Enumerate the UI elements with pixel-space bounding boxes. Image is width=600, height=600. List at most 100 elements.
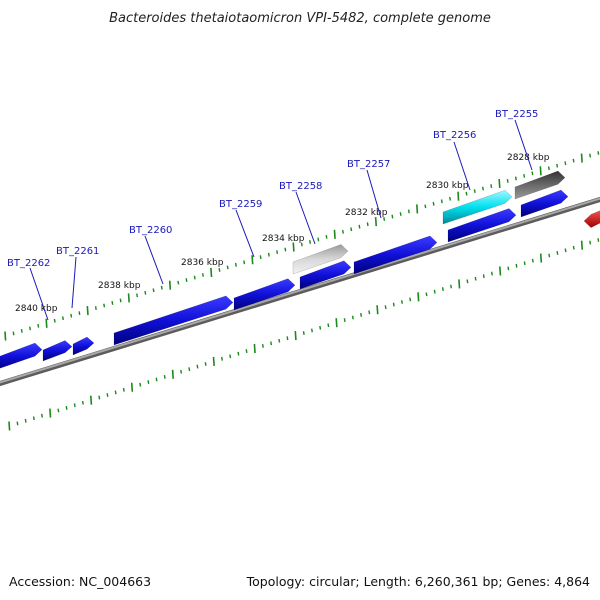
gene-feature-bt2257[interactable] — [353, 235, 438, 275]
lower-tick — [171, 369, 175, 379]
leader-bt2260 — [144, 235, 164, 285]
upper-tick — [580, 153, 583, 163]
gene-feature-bt2261[interactable] — [42, 340, 73, 362]
kbp-label-2834: 2834 kbp — [262, 234, 305, 244]
gene-label-bt2260[interactable]: BT_2260 — [129, 225, 172, 236]
backbone-highlight — [0, 197, 600, 384]
upper-tick — [243, 260, 246, 265]
gene-label-bt2261[interactable]: BT_2261 — [56, 246, 99, 257]
upper-tick — [94, 306, 97, 310]
upper-tick — [267, 252, 270, 257]
lower-tick — [392, 302, 395, 307]
upper-tick — [449, 196, 452, 201]
upper-tick — [333, 229, 336, 239]
other-feature-red[interactable] — [583, 209, 600, 228]
gene-label-bt2257[interactable]: BT_2257 — [347, 159, 390, 170]
leader-bt2261 — [71, 256, 77, 309]
upper-tick — [309, 240, 312, 244]
gene-feature-bt2260[interactable] — [113, 295, 234, 346]
upper-tick — [152, 288, 155, 293]
gene-label-bt2256[interactable]: BT_2256 — [433, 130, 476, 141]
upper-tick — [514, 176, 517, 181]
lower-tick — [539, 253, 543, 263]
upper-tick — [547, 166, 550, 171]
gene-feature-bt2261b[interactable] — [72, 336, 95, 356]
gene-label-bt2255[interactable]: BT_2255 — [495, 109, 538, 120]
lower-tick — [531, 258, 534, 263]
lower-tick — [16, 421, 19, 426]
feature-track — [0, 170, 600, 370]
upper-tick — [127, 293, 130, 303]
lower-tick — [319, 325, 322, 330]
upper-tick — [210, 267, 213, 278]
lower-tick — [327, 323, 330, 328]
upper-tick — [457, 191, 460, 201]
lower-tick — [212, 356, 215, 366]
lower-tick — [122, 387, 125, 392]
lower-tick — [376, 305, 379, 315]
lower-tick — [24, 418, 27, 423]
upper-tick — [465, 191, 468, 196]
lower-tick — [409, 297, 412, 302]
upper-tick — [391, 214, 394, 219]
upper-tick — [218, 268, 221, 272]
upper-tick — [168, 280, 172, 290]
upper-tick — [4, 331, 7, 341]
lower-tick — [221, 356, 223, 361]
leader-bt2258 — [295, 191, 316, 245]
lower-tick — [515, 263, 518, 268]
upper-tick — [432, 201, 435, 206]
lower-tick — [556, 251, 559, 255]
upper-tick — [193, 275, 196, 280]
upper-tick — [276, 250, 279, 255]
gene-feature-bt2256[interactable] — [442, 189, 513, 225]
lower-tick — [90, 395, 93, 405]
gene-feature-bt2256b[interactable] — [447, 208, 517, 243]
gene-label-bt2259[interactable]: BT_2259 — [219, 199, 262, 210]
gene-label-bt2262[interactable]: BT_2262 — [7, 258, 50, 269]
genome-title: Bacteroides thetaiotaomicron VPI-5482, c… — [109, 11, 491, 26]
lower-tick — [310, 328, 313, 333]
lower-tick — [130, 382, 134, 392]
lower-tick — [286, 336, 289, 341]
upper-tick — [317, 237, 320, 242]
gene-feature-bt2262[interactable] — [0, 342, 43, 370]
gene-feature-bt2258b[interactable] — [299, 260, 352, 290]
lower-tick — [572, 245, 575, 250]
lower-tick — [499, 266, 502, 276]
genome-summary-text: Topology: circular; Length: 6,260,361 bp… — [246, 574, 590, 589]
lower-tick — [425, 292, 428, 297]
upper-tick — [136, 293, 139, 298]
upper-tick — [119, 298, 122, 303]
lower-tick — [139, 382, 142, 387]
lower-tick — [466, 279, 469, 284]
upper-tick — [572, 158, 575, 163]
lower-tick — [384, 305, 387, 310]
lower-tick — [343, 318, 346, 322]
upper-tick — [300, 242, 303, 247]
kbp-label-2838: 2838 kbp — [98, 281, 141, 291]
lower-tick — [482, 274, 485, 279]
lower-tick — [490, 271, 493, 276]
lower-tick — [294, 331, 297, 341]
lower-tick — [302, 331, 305, 335]
pseudo-feature-bt2255[interactable] — [514, 170, 566, 200]
upper-tick — [358, 224, 361, 229]
lower-tick — [580, 240, 584, 250]
leader-bt2255 — [514, 119, 533, 171]
lower-tick — [245, 349, 248, 353]
upper-tick — [556, 163, 559, 168]
lower-tick — [57, 408, 60, 413]
upper-tick — [407, 209, 410, 214]
gene-feature-bt2255b[interactable] — [520, 189, 569, 218]
gene-label-bt2258[interactable]: BT_2258 — [279, 181, 322, 192]
pseudo-feature-bt2258[interactable] — [292, 244, 349, 275]
upper-tick — [341, 229, 344, 234]
lower-tick — [229, 354, 232, 359]
upper-tick — [259, 255, 262, 260]
gene-feature-bt2259[interactable] — [233, 278, 296, 311]
lower-tick — [523, 261, 526, 266]
upper-tick — [61, 316, 64, 321]
lower-tick — [8, 421, 11, 431]
lower-tick — [65, 406, 68, 410]
